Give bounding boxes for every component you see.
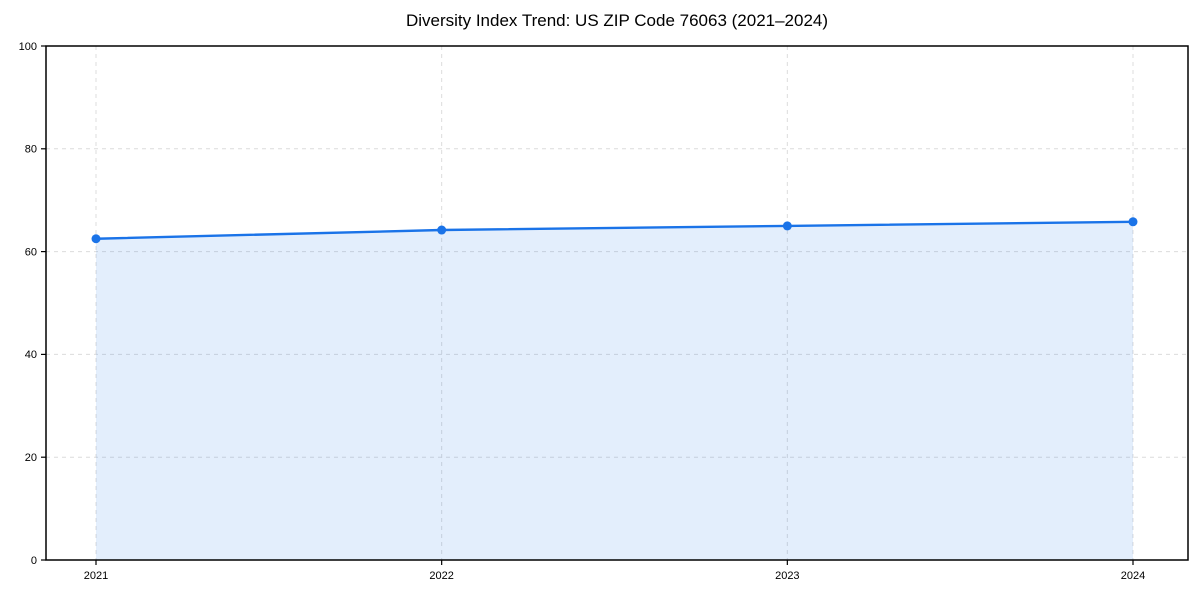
y-tick-label: 20 bbox=[25, 452, 37, 464]
axis-ticks bbox=[41, 45, 1134, 565]
data-point-marker bbox=[91, 234, 101, 244]
x-tick-label: 2022 bbox=[429, 570, 453, 582]
x-tick-label: 2023 bbox=[775, 570, 799, 582]
y-tick-label: 40 bbox=[25, 349, 37, 361]
x-tick-label: 2024 bbox=[1121, 570, 1145, 582]
y-tick-label: 0 bbox=[31, 555, 37, 567]
plot-border bbox=[45, 45, 1189, 561]
data-point-marker bbox=[782, 221, 792, 231]
chart-title: Diversity Index Trend: US ZIP Code 76063… bbox=[405, 11, 829, 30]
axis-labels: 2021 2022 2023 2024 0 20 40 60 80 100 bbox=[19, 41, 1146, 582]
data-point-marker bbox=[437, 225, 447, 235]
area-fill bbox=[96, 221, 1133, 560]
trend-line bbox=[94, 220, 1135, 240]
y-tick-label: 100 bbox=[19, 41, 37, 53]
data-point-marker bbox=[1128, 217, 1138, 227]
y-tick-label: 80 bbox=[25, 144, 37, 156]
y-tick-label: 60 bbox=[25, 246, 37, 258]
data-point-markers bbox=[91, 217, 1138, 244]
x-tick-label: 2021 bbox=[84, 570, 108, 582]
